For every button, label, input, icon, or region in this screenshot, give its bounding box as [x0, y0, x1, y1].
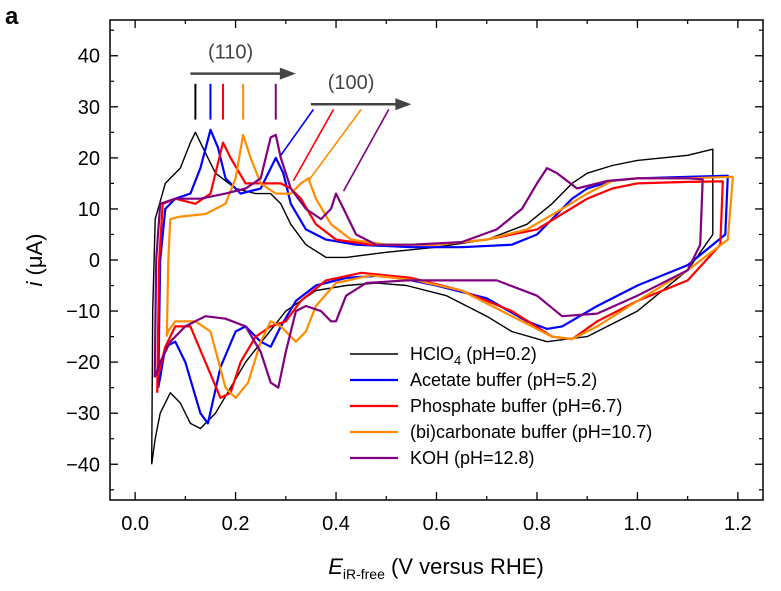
series-line-0: [151, 131, 714, 465]
x-tick-label: 0.6: [423, 513, 451, 535]
y-tick-label: −40: [66, 454, 100, 476]
series-line-4: [153, 133, 704, 389]
x-tick-label: 0.0: [121, 513, 149, 535]
y-tick-label: 40: [78, 46, 100, 68]
legend-label: KOH (pH=12.8): [410, 448, 535, 468]
legend-label: Acetate buffer (pH=5.2): [410, 370, 597, 390]
legend-label: HClO4 (pH=0.2): [410, 344, 537, 368]
legend: HClO4 (pH=0.2)Acetate buffer (pH=5.2) Pho…: [350, 344, 652, 468]
annotation-arrow-head: [279, 67, 296, 80]
x-tick-label: 1.0: [624, 513, 652, 535]
y-axis-title-symbol: i: [22, 281, 47, 287]
annotation-label: (100): [328, 72, 375, 94]
curves-layer: [151, 128, 734, 465]
legend-label: Phosphate buffer (pH=6.7): [410, 396, 622, 416]
annotation-arrow-head: [395, 98, 412, 111]
x-tick-label: 0.2: [222, 513, 250, 535]
peak-marker-100: [307, 108, 362, 182]
peak-marker-100: [280, 108, 315, 156]
y-tick-label: 30: [78, 97, 100, 119]
y-tick-label: −30: [66, 403, 100, 425]
x-axis-title: EiR-free (V versus RHE): [328, 554, 544, 582]
series-line-3: [165, 133, 734, 399]
legend-label: (bi)carbonate buffer (pH=10.7): [410, 422, 652, 442]
annotation-label: (110): [208, 41, 253, 63]
y-tick-label: 10: [78, 199, 100, 221]
y-tick-label: −20: [66, 352, 100, 374]
peak-marker-100: [342, 108, 390, 192]
x-tick-label: 1.2: [724, 513, 752, 535]
y-tick-label: −10: [66, 301, 100, 323]
series-line-2: [156, 141, 724, 399]
panel-label: a: [5, 3, 19, 30]
ticks-layer: 0.0 0.2 0.4 0.6 0.8 1.0 1.2 −40 −30 −20 −10 0 10 20 30…: [66, 20, 763, 535]
x-axis-title-unit: (V versus RHE): [385, 554, 544, 579]
y-tick-label: 20: [78, 148, 100, 170]
y-tick-label: 0: [89, 250, 100, 272]
peak-marker-100: [292, 108, 335, 182]
y-axis-title-unit: (μA): [22, 233, 47, 281]
y-axis-title: i (μA): [22, 233, 47, 286]
annotations-layer: (110) (100): [190, 41, 412, 192]
x-axis-title-symbol: E: [328, 554, 343, 579]
x-axis-title-subscript: iR-free: [343, 566, 385, 582]
x-tick-label: 0.4: [322, 513, 350, 535]
x-tick-label: 0.8: [523, 513, 551, 535]
